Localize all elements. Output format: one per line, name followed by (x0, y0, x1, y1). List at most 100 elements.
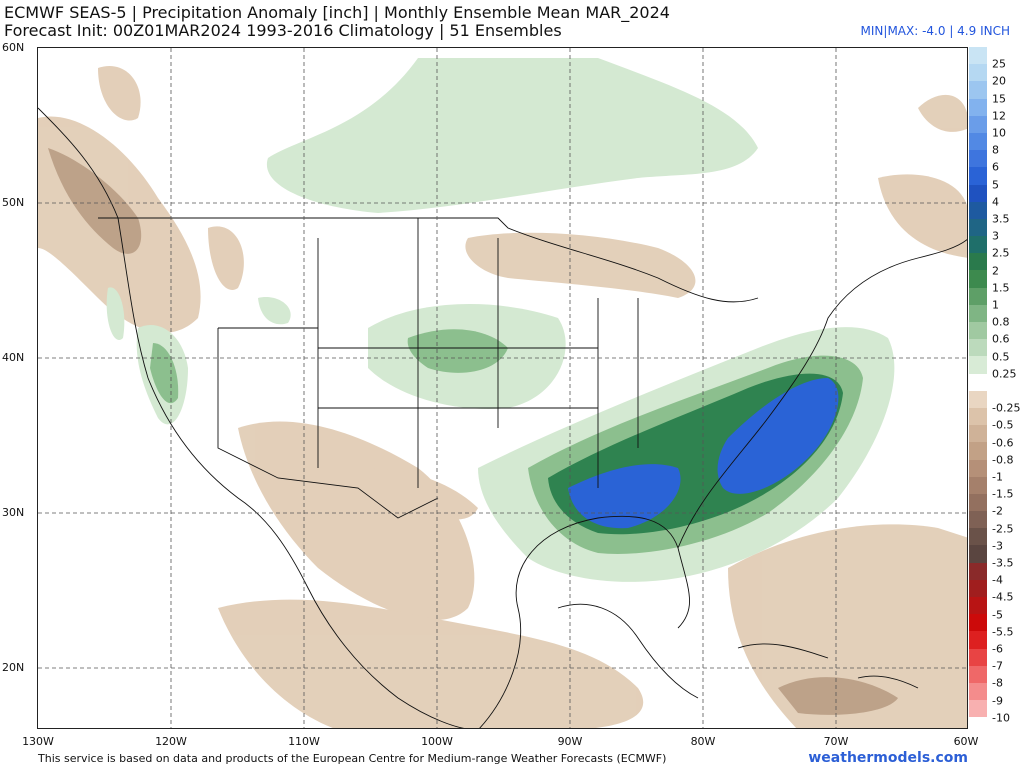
colorbar-level-label: 5 (992, 178, 999, 192)
colorbar-swatch (969, 287, 987, 305)
colorbar-swatch (969, 373, 987, 391)
colorbar-level-label: 0.8 (992, 315, 1010, 329)
colorbar-swatch (969, 64, 987, 82)
colorbar-swatch (969, 528, 987, 546)
colorbar-swatch (969, 597, 987, 615)
colorbar-swatch (969, 339, 987, 357)
lat-label-20n: 20N (2, 661, 25, 674)
colorbar-level-label: 0.5 (992, 350, 1010, 364)
colorbar-swatch (969, 459, 987, 477)
min-max-readout: MIN|MAX: -4.0 | 4.9 INCH (860, 24, 1010, 38)
colorbar-level-label: 15 (992, 92, 1006, 106)
wet-anomaly-extreme (568, 378, 839, 529)
colorbar-level-label: 1 (992, 298, 999, 312)
colorbar-swatch (969, 201, 987, 219)
colorbar-swatch (969, 442, 987, 460)
colorbar-level-label: 0.25 (992, 367, 1017, 381)
lat-label-40n: 40N (2, 351, 25, 364)
colorbar-swatch (969, 322, 987, 340)
colorbar-swatch (969, 648, 987, 666)
colorbar-swatch (969, 562, 987, 580)
title-line-2: Forecast Init: 00Z01MAR2024 1993-2016 Cl… (4, 21, 562, 40)
colorbar-level-label: -6 (992, 642, 1003, 656)
lat-label-50n: 50N (2, 196, 25, 209)
colorbar-level-label: 1.5 (992, 281, 1010, 295)
lon-label-100w: 100W (421, 735, 453, 748)
colorbar-level-label: -2.5 (992, 522, 1014, 536)
colorbar-swatch (969, 631, 987, 649)
lon-label-60w: 60W (953, 735, 979, 748)
colorbar-swatch (969, 614, 987, 632)
colorbar-level-label: -0.8 (992, 453, 1014, 467)
colorbar-swatch (969, 545, 987, 563)
colorbar-swatch (969, 115, 987, 133)
colorbar-level-label: -3 (992, 539, 1003, 553)
colorbar-level-label: 2.5 (992, 246, 1010, 260)
colorbar-level-label: 10 (992, 126, 1006, 140)
lon-label-90w: 90W (557, 735, 583, 748)
colorbar-level-label: 20 (992, 74, 1006, 88)
colorbar-swatch (969, 511, 987, 529)
colorbar-swatch (969, 476, 987, 494)
colorbar-level-label: -1.5 (992, 487, 1014, 501)
colorbar-swatch (969, 407, 987, 426)
colorbar-swatch (969, 700, 987, 718)
colorbar-level-label: -3.5 (992, 556, 1014, 570)
dry-anomaly-areas (38, 66, 967, 728)
colorbar-level-label: 0.6 (992, 332, 1010, 346)
lon-label-70w: 70W (823, 735, 849, 748)
colorbar-swatch (969, 167, 987, 185)
colorbar-level-label: 25 (992, 57, 1006, 71)
colorbar-swatch (969, 150, 987, 168)
colorbar-level-label: 3 (992, 229, 999, 243)
colorbar-swatch (969, 98, 987, 116)
lon-label-110w: 110W (288, 735, 320, 748)
colorbar (969, 47, 987, 718)
colorbar-level-label: -10 (992, 711, 1010, 725)
colorbar-level-label: -7 (992, 659, 1003, 673)
colorbar-level-label: -1 (992, 470, 1003, 484)
colorbar-swatch (969, 47, 987, 65)
site-link[interactable]: weathermodels.com (808, 750, 968, 766)
anomaly-map (37, 47, 968, 729)
graticule (38, 48, 967, 728)
colorbar-swatch (969, 184, 987, 202)
colorbar-swatch (969, 356, 987, 374)
colorbar-level-label: -5 (992, 608, 1003, 622)
colorbar-swatch (969, 253, 987, 271)
title-line-1: ECMWF SEAS-5 | Precipitation Anomaly [in… (4, 3, 670, 22)
colorbar-swatch (969, 579, 987, 597)
ecmwf-credit: This service is based on data and produc… (38, 752, 667, 765)
colorbar-level-label: -9 (992, 694, 1003, 708)
colorbar-swatch (969, 218, 987, 237)
lat-label-60n: 60N (2, 41, 25, 54)
colorbar-level-label: 3.5 (992, 212, 1010, 226)
boundaries (38, 107, 967, 728)
colorbar-level-label: -0.5 (992, 418, 1014, 432)
colorbar-swatch (969, 236, 987, 254)
colorbar-swatch (969, 390, 987, 408)
colorbar-level-label: -2 (992, 504, 1003, 518)
lon-label-80w: 80W (690, 735, 716, 748)
colorbar-level-label: -8 (992, 676, 1003, 690)
colorbar-swatch (969, 270, 987, 288)
colorbar-level-label: 2 (992, 264, 999, 278)
lat-label-30n: 30N (2, 506, 25, 519)
colorbar-level-label: -0.6 (992, 436, 1014, 450)
colorbar-level-label: 6 (992, 160, 999, 174)
dry-anomaly-strong (48, 148, 898, 715)
colorbar-swatch (969, 682, 987, 701)
colorbar-swatch (969, 304, 987, 322)
colorbar-swatch (969, 665, 987, 683)
colorbar-level-label: 4 (992, 195, 999, 209)
colorbar-level-label: 8 (992, 143, 999, 157)
colorbar-swatch (969, 493, 987, 512)
colorbar-level-label: -5.5 (992, 625, 1014, 639)
colorbar-swatch (969, 425, 987, 443)
lon-label-130w: 130W (22, 735, 54, 748)
colorbar-level-label: 12 (992, 109, 1006, 123)
colorbar-swatch (969, 81, 987, 99)
lon-label-120w: 120W (155, 735, 187, 748)
colorbar-level-label: -0.25 (992, 401, 1021, 415)
colorbar-level-label: -4 (992, 573, 1003, 587)
